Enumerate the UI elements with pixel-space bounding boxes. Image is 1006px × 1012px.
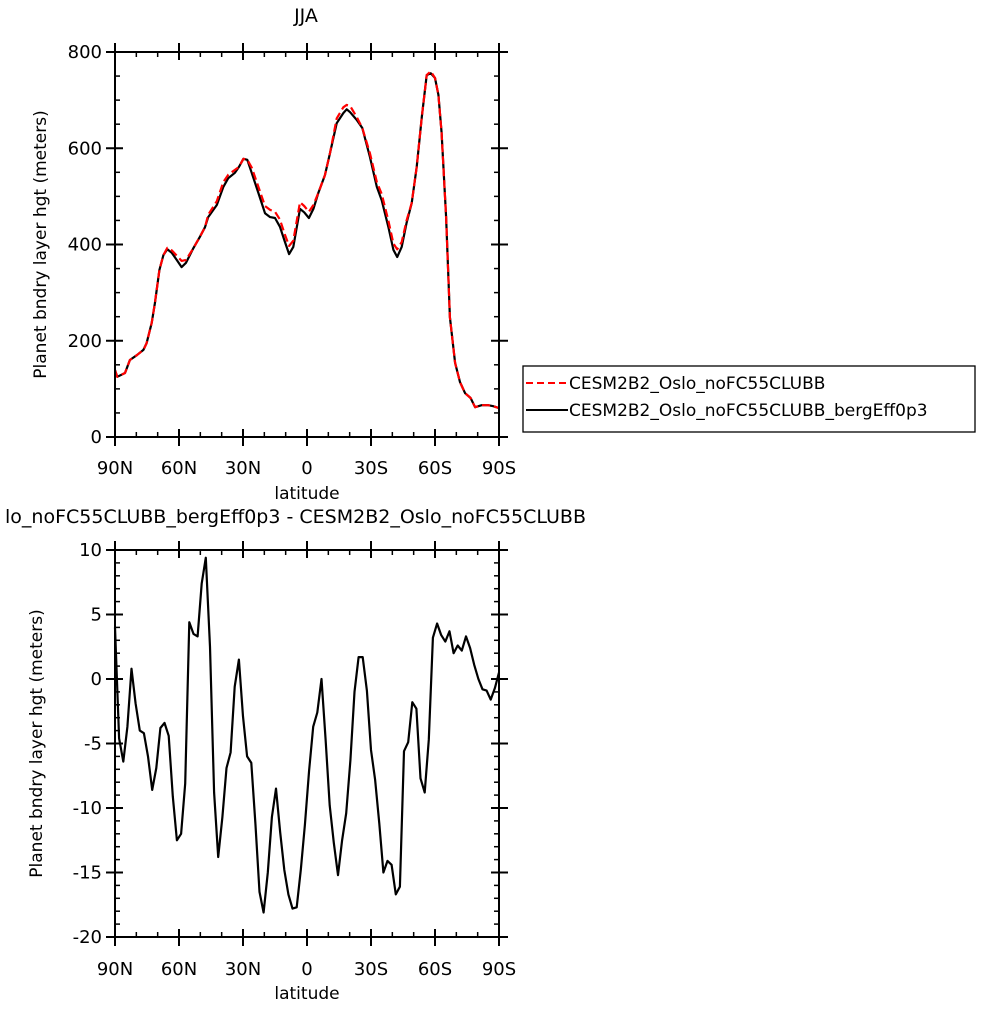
top-panel-jja: JJA latitude Planet bndry layer hgt (meter… bbox=[31, 5, 516, 504]
chart-title: JJA bbox=[293, 5, 318, 27]
y-tick-label: 200 bbox=[68, 331, 102, 352]
y-tick-label: -15 bbox=[73, 863, 102, 884]
x-tick-label: 60N bbox=[161, 458, 197, 479]
x-tick-label: 30N bbox=[225, 959, 261, 980]
x-tick-label: 90N bbox=[97, 458, 133, 479]
y-tick-label: -5 bbox=[84, 734, 102, 755]
x-tick-label: 0 bbox=[301, 458, 312, 479]
x-tick-label: 0 bbox=[301, 959, 312, 980]
x-tick-label: 30S bbox=[354, 458, 388, 479]
bottom-panel-difference: lo_noFC55CLUBB_bergEff0p3 - CESM2B2_Oslo… bbox=[5, 506, 586, 1004]
y-tick-label: 600 bbox=[68, 138, 102, 159]
series-line-1 bbox=[113, 556, 501, 914]
x-tick-label: 30S bbox=[354, 959, 388, 980]
x-tick-label: 90S bbox=[482, 959, 516, 980]
x-tick-label: 60N bbox=[161, 959, 197, 980]
chart-title: lo_noFC55CLUBB_bergEff0p3 - CESM2B2_Oslo… bbox=[5, 506, 586, 528]
x-tick-label: 90S bbox=[482, 458, 516, 479]
y-axis-label: Planet bndry layer hgt (meters) bbox=[27, 609, 47, 877]
legend-box bbox=[522, 365, 976, 433]
x-tick-label: 60S bbox=[418, 458, 452, 479]
legend: CESM2B2_Oslo_noFC55CLUBB CESM2B2_Oslo_no… bbox=[522, 365, 976, 433]
y-axis-label: Planet bndry layer hgt (meters) bbox=[31, 110, 51, 378]
y-tick-label: -20 bbox=[73, 927, 102, 948]
x-axis-label: latitude bbox=[274, 984, 339, 1004]
series-line-1 bbox=[113, 70, 500, 410]
y-tick-label: 0 bbox=[91, 427, 102, 448]
plot-frame bbox=[114, 549, 500, 938]
y-tick-label: 800 bbox=[68, 42, 102, 63]
x-tick-label: 90N bbox=[97, 959, 133, 980]
y-tick-label: -10 bbox=[73, 798, 102, 819]
legend-label-1: CESM2B2_Oslo_noFC55CLUBB bbox=[569, 374, 825, 394]
plot-frame bbox=[114, 51, 500, 438]
x-axis-label: latitude bbox=[274, 484, 339, 504]
legend-label-2: CESM2B2_Oslo_noFC55CLUBB_bergEff0p3 bbox=[569, 401, 928, 421]
y-tick-label: 400 bbox=[68, 235, 102, 256]
y-tick-label: 5 bbox=[91, 605, 102, 626]
x-tick-label: 30N bbox=[225, 458, 261, 479]
y-tick-label: 10 bbox=[79, 540, 102, 561]
x-tick-label: 60S bbox=[418, 959, 452, 980]
y-tick-label: 0 bbox=[91, 669, 102, 690]
